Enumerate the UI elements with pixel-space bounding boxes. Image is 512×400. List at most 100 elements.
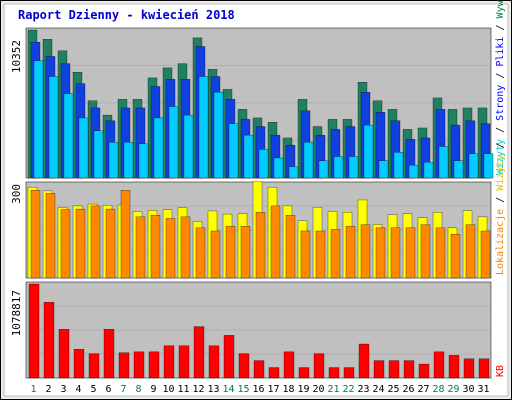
bar-traffic-s0-day-5 [88,353,100,379]
bar-traffic-s0-day-11 [178,345,190,379]
x-tick-label-30: 30 [462,384,474,395]
bar-daily-s1-day-27 [420,224,431,279]
bar-daily-s1-day-31 [480,230,491,279]
bar-traffic-s0-day-7 [118,352,130,379]
bar-daily-s1-day-2 [45,193,56,279]
bar-daily-s1-day-19 [300,230,311,279]
x-tick-label-10: 10 [162,384,174,395]
legend-visits: Wizyty / Strony / Pliki / Wywołania [495,0,506,175]
bar-daily-s1-day-14 [225,226,236,279]
bar-daily-s1-day-30 [465,224,476,279]
bar-daily-s1-day-24 [375,227,386,279]
bar-daily-s1-day-28 [435,227,446,279]
x-tick-label-13: 13 [207,384,219,395]
bar-traffic-s0-day-8 [133,351,145,379]
x-tick-label-1: 1 [30,384,36,395]
legend-wizyty: Wizyty [495,139,506,175]
bar-daily-s1-day-7 [120,190,131,279]
bar-traffic-s0-day-22 [343,367,355,379]
bar-visits-s2-day-27 [423,162,434,179]
bar-daily-s1-day-22 [345,226,356,279]
bar-visits-s2-day-10 [168,106,179,179]
bar-daily-s1-day-4 [75,208,86,279]
legend-lokalizacje: Lokalizacje [495,209,506,275]
bar-daily-s1-day-10 [165,218,176,279]
bar-visits-s2-day-15 [243,134,254,179]
visits-max-label: 10352 [10,40,23,73]
x-tick-label-26: 26 [402,384,414,395]
bar-visits-s2-day-29 [453,160,464,179]
bar-traffic-s0-day-18 [283,351,295,379]
bar-daily-s1-day-13 [210,230,221,279]
chart-title: Raport Dzienny - kwiecień 2018 [18,8,235,22]
bar-daily-s1-day-18 [285,215,296,279]
bar-daily-s1-day-29 [450,233,461,279]
bar-visits-s2-day-23 [363,124,374,179]
bar-daily-s1-day-1 [30,190,41,279]
bar-daily-s1-day-3 [60,209,71,279]
bar-visits-s2-day-31 [483,153,494,179]
bar-visits-s2-day-12 [198,76,209,179]
x-tick-label-2: 2 [45,384,51,395]
bar-visits-s2-day-6 [108,142,119,179]
x-tick-label-23: 23 [357,384,369,395]
legend-strony: Strony [495,85,506,121]
bar-daily-s1-day-16 [255,212,266,279]
bar-traffic-s0-day-16 [253,360,265,379]
bar-visits-s2-day-16 [258,149,269,179]
bar-traffic-s0-day-24 [373,360,385,379]
bar-traffic-s0-day-27 [418,363,430,379]
bar-traffic-s0-day-15 [238,353,250,379]
bar-traffic-s0-day-10 [163,345,175,379]
bar-visits-s2-day-20 [318,160,329,179]
x-tick-label-14: 14 [222,384,234,395]
x-tick-label-15: 15 [237,384,249,395]
bar-visits-s2-day-14 [228,123,239,179]
x-tick-label-31: 31 [477,384,489,395]
svg-text:Wizyty / Strony / Pliki / Wywo: Wizyty / Strony / Pliki / Wywołania [495,0,506,175]
bar-traffic-s0-day-30 [463,358,475,379]
bar-traffic-s0-day-31 [478,358,490,379]
bar-traffic-s0-day-13 [208,345,220,379]
legend-kb: KB [495,365,506,377]
bar-visits-s2-day-2 [48,76,59,179]
bar-daily-s1-day-9 [150,215,161,279]
bar-visits-s2-day-11 [183,114,194,179]
x-tick-label-22: 22 [342,384,354,395]
bar-visits-s2-day-30 [468,153,479,179]
bar-daily-s1-day-21 [330,229,341,279]
bar-daily-s1-day-11 [180,216,191,279]
bar-daily-s1-day-26 [405,227,416,279]
bar-traffic-s0-day-12 [193,326,205,379]
bar-traffic-s0-day-29 [448,355,460,379]
traffic-max-label: 1078817 [10,290,23,336]
x-tick-label-9: 9 [150,384,156,395]
bar-visits-s2-day-28 [438,146,449,179]
bar-visits-s2-day-21 [333,156,344,179]
x-tick-label-17: 17 [267,384,279,395]
bar-traffic-s0-day-23 [358,343,370,379]
svg-text:KB: KB [495,365,506,377]
bar-traffic-s0-day-9 [148,351,160,379]
bar-visits-s2-day-1 [33,60,44,179]
bar-daily-s1-day-20 [315,230,326,279]
x-tick-label-20: 20 [312,384,324,395]
legend-wizyty-daily: Wizyty [495,155,506,191]
bar-daily-s1-day-15 [240,226,251,279]
bar-traffic-s0-day-3 [58,329,70,379]
x-tick-label-4: 4 [75,384,81,395]
bar-daily-s1-day-17 [270,205,281,279]
x-tick-label-25: 25 [387,384,399,395]
bar-visits-s2-day-17 [273,157,284,179]
bar-traffic-s0-day-6 [103,329,115,379]
bar-daily-s1-day-5 [90,205,101,279]
x-tick-label-21: 21 [327,384,339,395]
x-tick-label-3: 3 [60,384,66,395]
bar-visits-s2-day-5 [93,130,104,179]
bar-visits-s2-day-24 [378,160,389,179]
bar-traffic-s0-day-2 [43,302,55,379]
x-tick-label-11: 11 [177,384,189,395]
bar-traffic-s0-day-21 [328,367,340,379]
bar-visits-s2-day-8 [138,143,149,179]
